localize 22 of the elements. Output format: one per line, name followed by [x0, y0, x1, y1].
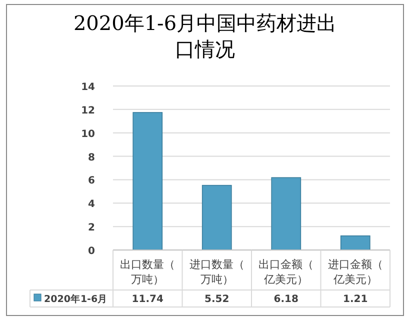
data-label: 6.18 [274, 294, 298, 305]
y-tick-label: 12 [81, 105, 96, 116]
data-label: 5.52 [204, 294, 230, 305]
y-tick-label: 2 [88, 222, 96, 234]
y-tick-label: 4 [88, 199, 96, 210]
y-tick-label: 8 [88, 152, 96, 164]
y-tick-label: 0 [88, 246, 96, 257]
y-tick-label: 14 [81, 82, 96, 93]
y-tick-label: 6 [88, 176, 96, 187]
x-tick-label: 进口数量（万吨） [189, 258, 244, 286]
y-tick-label: 10 [81, 128, 96, 140]
x-tick-label: 出口数量（万吨） [120, 258, 176, 286]
x-tick-label: 进口金额（亿美元） [328, 258, 383, 286]
bar [340, 235, 370, 250]
data-label: 11.74 [132, 294, 164, 305]
legend-label: 2020年1-6月 [44, 293, 108, 305]
x-tick-label: 出口金额（亿美元） [258, 258, 314, 286]
data-label: 1.21 [343, 294, 368, 305]
chart-title: 2020年1-6月中国中药材进出口情况 [72, 10, 338, 62]
bar [132, 112, 163, 250]
bar [271, 177, 302, 250]
bar [202, 184, 232, 250]
